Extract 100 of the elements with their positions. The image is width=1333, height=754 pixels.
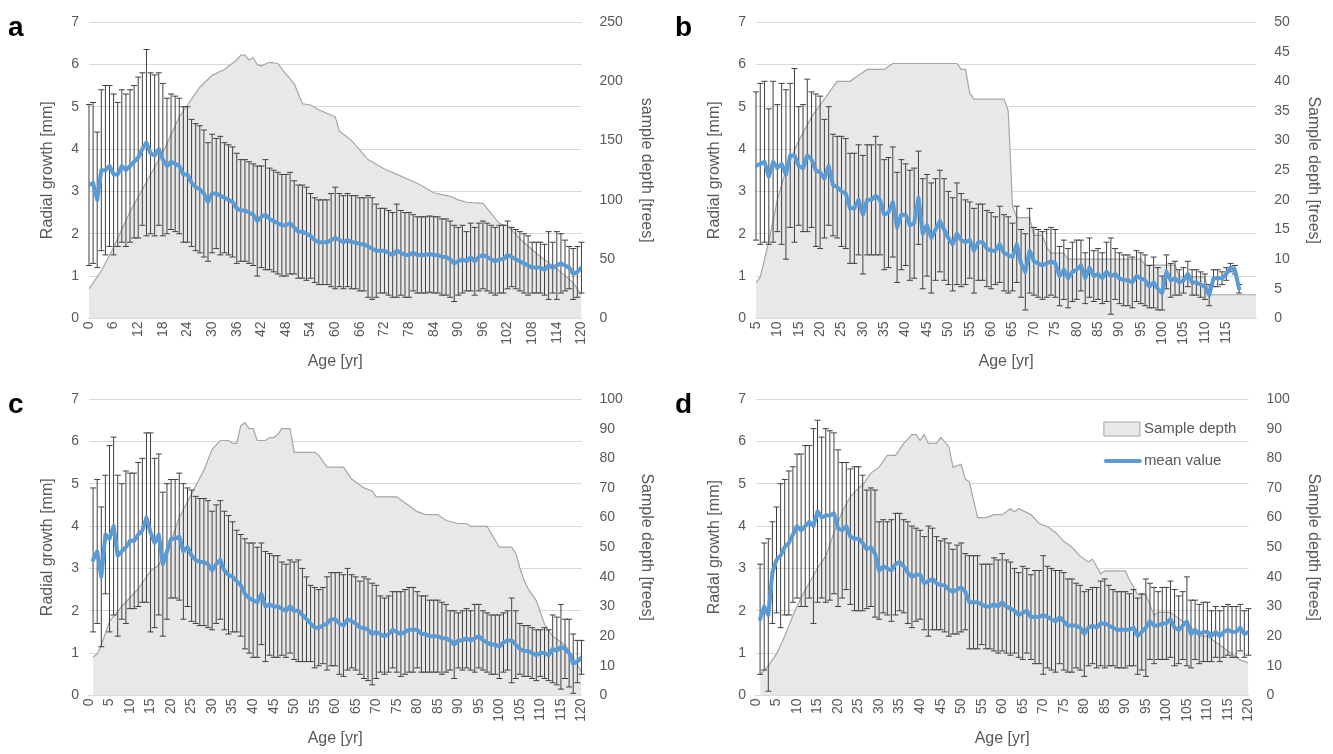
y2-tick-label: 90 <box>599 419 616 436</box>
x-tick-label: 60 <box>982 321 998 338</box>
x-axis-title: Age [yr] <box>307 351 363 369</box>
x-tick-label: 40 <box>911 698 927 715</box>
y2-tick-label: 40 <box>1274 72 1291 89</box>
y-tick-label: 7 <box>738 12 747 29</box>
y-tick-label: 1 <box>738 643 747 660</box>
x-tick-label: 50 <box>285 698 302 715</box>
x-tick-label: 85 <box>428 698 445 715</box>
y2-tick-label: 30 <box>1274 131 1291 148</box>
y-tick-label: 5 <box>71 474 80 491</box>
x-axis-title: Age [yr] <box>307 728 363 746</box>
chart-title: c <box>8 387 24 419</box>
x-tick-label: 42 <box>252 321 269 338</box>
y2-tick-label: 70 <box>599 478 616 495</box>
x-tick-label: 25 <box>849 698 866 715</box>
x-tick-label: 10 <box>787 698 804 715</box>
y2-tick-label: 15 <box>1274 220 1291 237</box>
x-tick-label: 115 <box>1217 321 1234 344</box>
x-tick-label: 45 <box>931 698 948 715</box>
y2-tick-label: 10 <box>599 656 616 673</box>
x-axis-title: Age [yr] <box>978 351 1034 369</box>
x-tick-label: 5 <box>746 321 763 330</box>
x-tick-label: 5 <box>100 698 117 707</box>
y-tick-label: 6 <box>738 55 747 72</box>
y-tick-label: 7 <box>71 389 80 406</box>
x-tick-label: 78 <box>399 321 416 338</box>
x-tick-label: 90 <box>449 698 466 715</box>
x-tick-label: 55 <box>972 698 989 715</box>
y2-tick-label: 60 <box>599 508 616 525</box>
y2-tick-label: 80 <box>599 449 616 466</box>
x-tick-label: 55 <box>305 698 322 715</box>
x-tick-label: 36 <box>227 321 244 338</box>
x-tick-label: 10 <box>120 698 137 715</box>
y2-tick-label: 35 <box>1274 101 1291 118</box>
y2-tick-label: 100 <box>1266 389 1291 406</box>
y2-axis-title: Sample depth [trees] <box>638 473 656 622</box>
y2-tick-label: 20 <box>1266 627 1283 644</box>
y-tick-label: 4 <box>71 139 80 156</box>
y-tick-label: 2 <box>71 601 80 618</box>
x-tick-label: 0 <box>79 321 96 330</box>
x-tick-label: 24 <box>178 321 195 338</box>
x-tick-label: 30 <box>202 698 219 715</box>
x-tick-label: 85 <box>1095 698 1112 715</box>
x-tick-label: 95 <box>469 698 486 715</box>
y-tick-label: 5 <box>738 97 747 114</box>
y2-tick-label: 50 <box>1266 538 1283 555</box>
x-tick-label: 66 <box>350 321 367 338</box>
y-tick-label: 3 <box>738 559 747 576</box>
x-tick-label: 70 <box>367 698 384 715</box>
x-tick-label: 60 <box>326 321 343 338</box>
x-tick-label: 12 <box>129 321 146 338</box>
x-tick-label: 15 <box>141 698 158 715</box>
y2-tick-label: 100 <box>599 190 624 207</box>
y-axis-title: Radial growth [mm] <box>38 478 56 617</box>
y-tick-label: 6 <box>738 432 747 449</box>
x-tick-label: 80 <box>408 698 425 715</box>
x-tick-label: 50 <box>952 698 969 715</box>
x-axis-title: Age [yr] <box>974 728 1030 746</box>
y2-tick-label: 30 <box>599 597 616 614</box>
y-tick-label: 7 <box>738 389 747 406</box>
y2-tick-label: 80 <box>1266 449 1283 466</box>
x-tick-label: 100 <box>1153 321 1170 345</box>
x-tick-label: 30 <box>869 698 886 715</box>
x-tick-label: 45 <box>917 321 934 338</box>
x-tick-label: 15 <box>808 698 825 715</box>
x-tick-label: 25 <box>182 698 199 715</box>
x-tick-label: 105 <box>1177 698 1194 722</box>
y2-tick-label: 250 <box>599 12 624 29</box>
y2-axis-title: sample depth [trees] <box>638 97 656 243</box>
y2-tick-label: 40 <box>1266 567 1283 584</box>
y2-tick-label: 45 <box>1274 42 1291 59</box>
y2-tick-label: 150 <box>599 131 624 148</box>
x-tick-label: 120 <box>572 321 589 345</box>
x-tick-label: 60 <box>326 698 343 715</box>
x-tick-label: 90 <box>1116 698 1133 715</box>
x-tick-label: 65 <box>1003 321 1020 338</box>
x-tick-label: 80 <box>1075 698 1092 715</box>
y-tick-label: 2 <box>738 601 747 618</box>
x-tick-label: 5 <box>767 698 784 707</box>
y-tick-label: 6 <box>71 432 80 449</box>
x-tick-label: 102 <box>498 321 515 345</box>
legend-label: Sample depth <box>1143 419 1237 437</box>
x-tick-label: 72 <box>375 321 392 338</box>
x-tick-label: 70 <box>1024 321 1041 338</box>
y-tick-label: 7 <box>71 12 80 29</box>
x-tick-label: 30 <box>202 321 219 338</box>
x-tick-label: 40 <box>244 698 260 715</box>
x-tick-label: 75 <box>387 698 404 715</box>
x-tick-label: 90 <box>1110 321 1127 338</box>
legend-label: mean value <box>1143 451 1222 469</box>
x-tick-label: 48 <box>276 321 293 338</box>
y-tick-label: 4 <box>738 139 747 156</box>
x-tick-label: 65 <box>346 698 363 715</box>
y-tick-label: 1 <box>71 643 80 660</box>
y2-tick-label: 200 <box>599 72 624 89</box>
x-tick-label: 95 <box>1136 698 1153 715</box>
x-tick-label: 20 <box>828 698 845 715</box>
x-tick-label: 20 <box>810 321 827 338</box>
x-tick-label: 70 <box>1034 698 1051 715</box>
